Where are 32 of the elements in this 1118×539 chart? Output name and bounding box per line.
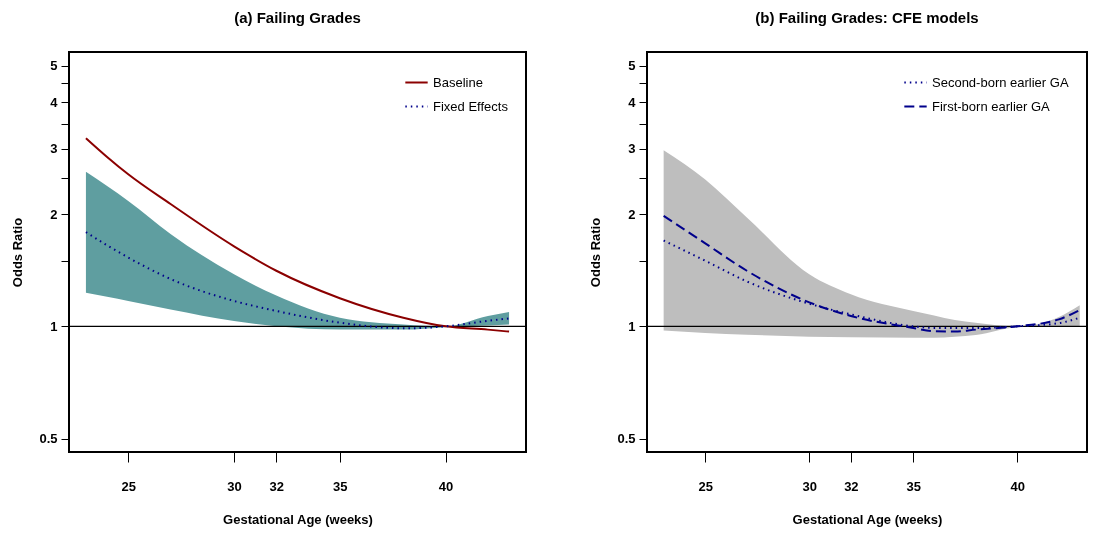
chart-title: (a) Failing Grades [234, 9, 361, 26]
chart-title: (b) Failing Grades: CFE models [755, 9, 979, 26]
legend-label: First-born earlier GA [932, 98, 1051, 114]
y-tick-label: 0.5 [39, 431, 58, 447]
y-tick-label: 0.5 [617, 431, 636, 447]
y-tick-label: 3 [628, 141, 636, 157]
x-axis-title: Gestational Age (weeks) [223, 511, 373, 527]
x-axis-title: Gestational Age (weeks) [792, 511, 943, 527]
y-tick-label: 1 [50, 318, 58, 334]
y-tick-label: 2 [628, 206, 636, 222]
y-axis-title: Odds Ratio [10, 217, 26, 288]
y-tick-label: 1 [628, 318, 636, 334]
y-tick-label: 2 [50, 206, 58, 222]
y-axis-title: Odds Ratio [588, 217, 604, 288]
y-tick-label: 4 [628, 94, 637, 110]
y-tick-label: 5 [628, 58, 636, 74]
x-tick-label: 40 [1010, 478, 1026, 494]
x-tick-label: 30 [227, 478, 242, 494]
x-tick-label: 32 [269, 478, 285, 494]
y-tick-label: 5 [50, 58, 58, 74]
legend-label: Second-born earlier GA [932, 74, 1069, 90]
y-tick-label: 4 [50, 94, 59, 110]
x-tick-label: 32 [844, 478, 859, 494]
x-tick-label: 25 [698, 478, 713, 494]
y-tick-label: 3 [50, 141, 58, 157]
legend-label: Baseline [433, 74, 483, 90]
x-tick-label: 25 [121, 478, 136, 494]
x-tick-label: 40 [438, 478, 454, 494]
legend-label: Fixed Effects [433, 98, 509, 114]
x-tick-label: 35 [906, 478, 922, 494]
x-tick-label: 35 [333, 478, 348, 494]
x-tick-label: 30 [802, 478, 817, 494]
